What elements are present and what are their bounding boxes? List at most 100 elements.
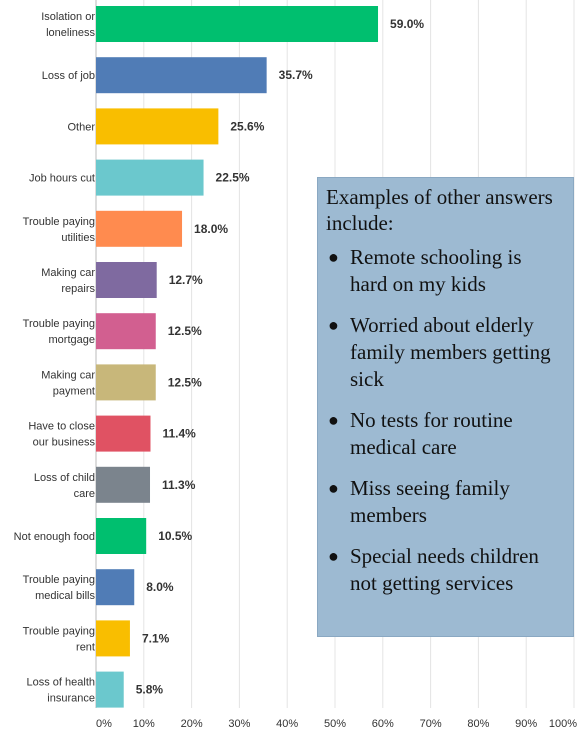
callout-item-text: Worried about elderly family members get…: [350, 313, 551, 391]
value-label: 59.0%: [390, 17, 424, 31]
category-label: Loss of health insurance: [27, 677, 96, 705]
category-label-line: Not enough food: [14, 531, 95, 543]
category-labels: Isolation or loneliness Loss of job Other Jo…: [14, 11, 96, 705]
callout-item: ● Worried about elderly family members ge…: [326, 312, 563, 393]
callout-list: ● Remote schooling is hard on my kids ● Wo…: [326, 244, 563, 597]
x-tick-label: 10%: [133, 718, 155, 730]
category-label-line: medical bills: [35, 590, 95, 602]
value-label: 35.7%: [279, 68, 313, 82]
bar: [96, 6, 379, 42]
x-tick-label: 80%: [467, 718, 489, 730]
category-label: Making car repairs: [41, 267, 95, 295]
value-label: 8.0%: [146, 580, 174, 594]
category-label: Other: [67, 121, 95, 133]
bullet-icon: ●: [328, 546, 339, 566]
category-label: Trouble paying utilities: [23, 216, 96, 244]
callout-item: ● No tests for routine medical care: [326, 407, 563, 461]
examples-callout: Examples of other answers include: ● Remo…: [317, 177, 574, 637]
bar: [96, 569, 135, 606]
category-label-line: Making car: [41, 369, 95, 381]
value-label: 10.5%: [158, 529, 192, 543]
bar: [96, 415, 151, 452]
category-label-line: utilities: [61, 232, 95, 244]
callout-item-text: Miss seeing family members: [350, 476, 510, 527]
callout-item: ● Miss seeing family members: [326, 475, 563, 529]
category-label-line: payment: [53, 385, 95, 397]
bullet-icon: ●: [328, 315, 339, 335]
bars: [96, 6, 379, 708]
x-tick-label: 30%: [228, 718, 250, 730]
x-tick-label: 0%: [96, 718, 112, 730]
category-label-line: Have to close: [28, 421, 95, 433]
category-label: Trouble paying mortgage: [23, 318, 95, 346]
bar: [96, 671, 124, 708]
category-label: Loss of child care: [34, 472, 95, 500]
bar: [96, 364, 156, 401]
category-label-line: care: [74, 488, 95, 500]
category-label: Trouble paying rent: [23, 625, 95, 653]
category-label-line: insurance: [47, 693, 95, 705]
bar: [96, 159, 204, 196]
category-label-line: Other: [67, 121, 95, 133]
bar: [96, 518, 147, 554]
category-label-line: Loss of health: [27, 677, 96, 689]
category-label: Have to close our business: [28, 421, 95, 449]
category-label-line: Trouble paying: [23, 318, 95, 330]
bar: [96, 108, 219, 145]
category-label-line: Trouble paying: [23, 625, 95, 637]
value-label: 7.1%: [142, 631, 170, 645]
category-label-line: rent: [76, 641, 95, 653]
category-label: Making car payment: [41, 369, 95, 397]
category-label-line: Making car: [41, 267, 95, 279]
bar: [96, 466, 151, 503]
x-tick-label: 50%: [324, 718, 346, 730]
bar: [96, 57, 267, 94]
value-label: 12.5%: [168, 324, 202, 338]
value-label: 11.4%: [162, 427, 196, 441]
bullet-icon: ●: [328, 247, 339, 267]
value-label: 18.0%: [194, 222, 228, 236]
callout-item-text: Remote schooling is hard on my kids: [350, 245, 522, 296]
category-label-line: Trouble paying: [23, 574, 95, 586]
category-label-line: Isolation or: [41, 11, 95, 23]
category-label-line: Loss of job: [42, 70, 95, 82]
callout-item-text: Special needs children not getting servi…: [350, 544, 539, 595]
callout-item: ● Remote schooling is hard on my kids: [326, 244, 563, 298]
callout-item: ● Special needs children not getting serv…: [326, 543, 563, 597]
bar: [96, 210, 183, 247]
category-label-line: mortgage: [49, 334, 95, 346]
value-label: 25.6%: [230, 119, 264, 133]
callout-item-text: No tests for routine medical care: [350, 408, 513, 459]
category-label-line: Job hours cut: [29, 173, 95, 185]
x-tick-label: 60%: [372, 718, 394, 730]
category-label-line: our business: [33, 437, 96, 449]
x-tick-label: 20%: [181, 718, 203, 730]
category-label: Loss of job: [42, 70, 95, 82]
category-label: Isolation or loneliness: [41, 11, 95, 39]
x-tick-label: 70%: [420, 718, 442, 730]
bar: [96, 262, 157, 298]
bar: [96, 313, 156, 350]
category-label: Not enough food: [14, 531, 95, 543]
category-label-line: loneliness: [46, 27, 95, 39]
category-label-line: Trouble paying: [23, 216, 95, 228]
x-tick-label: 40%: [276, 718, 298, 730]
category-label-line: repairs: [61, 283, 95, 295]
value-label: 11.3%: [162, 478, 196, 492]
category-label-line: Loss of child: [34, 472, 95, 484]
callout-title: Examples of other answers include:: [326, 185, 553, 235]
category-label: Trouble paying medical bills: [23, 574, 96, 602]
bar: [96, 620, 130, 657]
bullet-icon: ●: [328, 410, 339, 430]
x-tick-label: 90%: [515, 718, 537, 730]
value-label: 5.8%: [136, 683, 164, 697]
value-labels: 59.0% 35.7% 25.6% 22.5% 18.0% 12.7% 12.5% 12.5%…: [136, 17, 425, 697]
x-tick-label: 100%: [549, 718, 577, 730]
x-axis-ticks: 0% 10% 20% 30% 40% 50% 60% 70% 80% 90% 100%: [96, 718, 577, 730]
category-label: Job hours cut: [29, 173, 95, 185]
value-label: 12.7%: [169, 273, 203, 287]
bullet-icon: ●: [328, 478, 339, 498]
value-label: 12.5%: [168, 375, 202, 389]
value-label: 22.5%: [216, 171, 250, 185]
